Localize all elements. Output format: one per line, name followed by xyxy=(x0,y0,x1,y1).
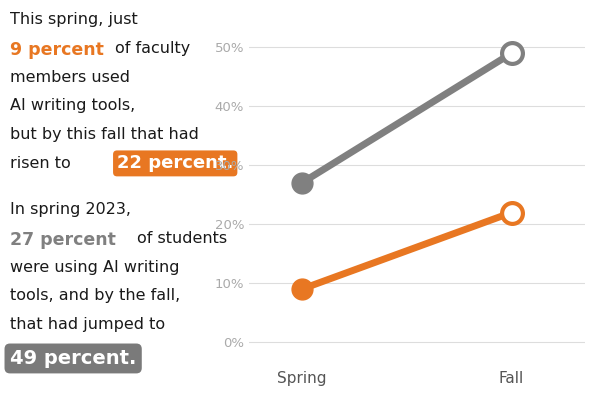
Text: of students: of students xyxy=(137,231,227,246)
Text: 9 percent: 9 percent xyxy=(10,41,104,59)
Text: 49 percent.: 49 percent. xyxy=(10,349,136,368)
Text: In spring 2023,: In spring 2023, xyxy=(10,202,131,217)
Text: were using AI writing: were using AI writing xyxy=(10,260,179,275)
Text: risen to: risen to xyxy=(10,156,71,171)
Text: AI writing tools,: AI writing tools, xyxy=(10,98,135,114)
Text: This spring, just: This spring, just xyxy=(10,12,138,27)
Text: tools, and by the fall,: tools, and by the fall, xyxy=(10,288,180,304)
Text: of faculty: of faculty xyxy=(115,41,190,56)
Text: members used: members used xyxy=(10,70,130,84)
Text: 27 percent: 27 percent xyxy=(10,231,116,249)
Text: that had jumped to: that had jumped to xyxy=(10,317,165,332)
Text: 22 percent.: 22 percent. xyxy=(117,154,233,172)
Text: but by this fall that had: but by this fall that had xyxy=(10,127,199,142)
